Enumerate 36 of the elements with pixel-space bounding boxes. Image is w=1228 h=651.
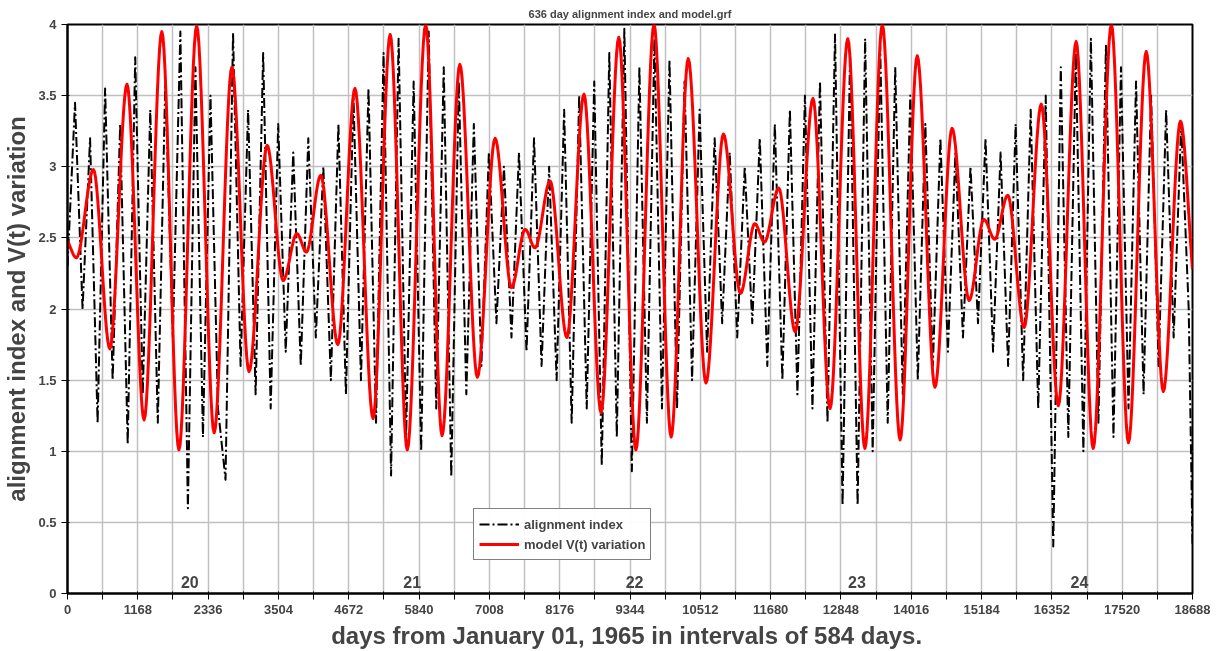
x-tick-label: 12848 (822, 601, 860, 617)
y-tick-label: 3.5 (38, 88, 57, 104)
x-tick-label: 8176 (545, 601, 575, 617)
x-tick-label: 7008 (474, 601, 504, 617)
chart-title: 636 day alignment index and model.grf (528, 7, 732, 20)
annotation: 21 (403, 573, 422, 591)
y-tick-label: 1.5 (38, 372, 57, 388)
x-tick-label: 15184 (963, 601, 1001, 617)
x-tick-label: 16352 (1033, 601, 1070, 617)
y-tick-label: 2 (49, 301, 57, 317)
x-tick-label: 0 (63, 601, 72, 617)
y-tick-label: 4 (49, 17, 58, 32)
x-tick-label: 9344 (615, 601, 646, 617)
y-tick-label: 2.5 (38, 230, 57, 246)
x-axis-title: days from January 01, 1965 in intervals of 584 days. (331, 621, 923, 649)
y-tick-label: 3 (49, 159, 57, 175)
x-tick-label: 5840 (404, 601, 434, 617)
legend-label: model V(t) variation (524, 536, 646, 552)
x-tick-label: 17520 (1104, 601, 1141, 617)
x-tick-label: 2336 (193, 601, 223, 617)
y-tick-label: 0 (49, 586, 57, 601)
y-axis-title: alignment index and V(t) variation (3, 116, 31, 502)
y-tick-label: 1 (49, 443, 57, 459)
x-tick-label: 10512 (682, 601, 719, 617)
x-tick-label: 3504 (263, 601, 294, 617)
annotation: 23 (848, 573, 867, 591)
x-tick-label: 11680 (752, 601, 789, 617)
annotation: 20 (180, 573, 199, 591)
x-tick-label: 4672 (334, 601, 364, 617)
annotation: 22 (625, 573, 644, 591)
legend-label: alignment index (524, 516, 623, 532)
annotation: 24 (1070, 573, 1089, 591)
x-tick-label: 18688 (1174, 601, 1211, 617)
y-tick-label: 0.5 (38, 514, 57, 530)
x-tick-label: 1168 (123, 601, 152, 617)
x-tick-label: 14016 (893, 601, 930, 617)
